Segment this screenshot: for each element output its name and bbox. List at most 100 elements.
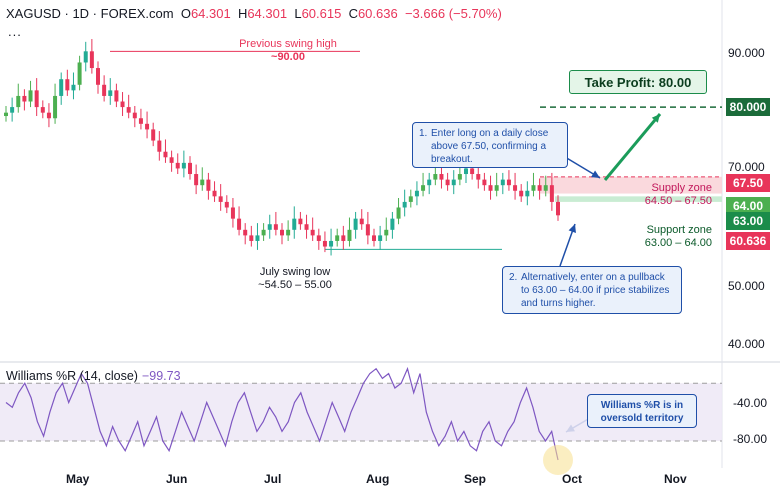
candle-body (500, 179, 505, 186)
support-zone-label: Support zone 63.00 – 64.00 (612, 224, 712, 250)
candle-body (316, 235, 321, 241)
candle-body (206, 179, 211, 191)
symbol-name[interactable]: XAGUSD · 1D · FOREX.com (6, 6, 174, 21)
candle-body (335, 235, 340, 241)
candle-body (506, 179, 511, 186)
candle-body (188, 162, 192, 175)
callout-2-text: Alternatively, enter on a pullback to 63… (521, 272, 670, 309)
last-price-badge: 60.636 (726, 232, 770, 250)
candle-body (365, 224, 370, 236)
more-options-icon[interactable]: ... (8, 24, 22, 39)
candle-body (53, 95, 58, 119)
candle-body (482, 179, 487, 186)
low-label: L (294, 6, 302, 21)
swing-high-title: Previous swing high (239, 38, 337, 50)
swing-high-label: Previous swing high ~90.00 (233, 38, 343, 64)
williams-name: Williams %R (14, close) (6, 369, 138, 383)
candle-body (396, 207, 401, 219)
candle-body (28, 90, 33, 102)
swing-high-value: ~90.00 (271, 51, 305, 63)
candle-body (138, 118, 143, 124)
take-profit-box: Take Profit: 80.00 (569, 70, 707, 94)
callout-1-number: 1. (419, 128, 428, 139)
supply-zone-label: Supply zone 64.50 – 67.50 (612, 182, 712, 208)
candle-body (145, 123, 150, 130)
candle-body (476, 174, 481, 180)
candle-body (261, 229, 266, 236)
callout-2-pointer-head (568, 224, 576, 233)
price-tick: 40.000 (728, 337, 765, 351)
candle-body (286, 229, 291, 236)
candle-body (402, 201, 407, 208)
candle-body (126, 107, 131, 113)
time-tick: Nov (664, 472, 687, 486)
candle-body (243, 229, 248, 236)
time-tick: Sep (464, 472, 487, 486)
close-value: 60.636 (357, 6, 398, 21)
candle-body (77, 62, 82, 85)
williams-legend[interactable]: Williams %R (14, close) −99.73 (6, 369, 181, 383)
breakout-target-arrow (603, 113, 662, 181)
candle-body (114, 90, 119, 102)
candle-body (224, 201, 229, 208)
candle-body (531, 185, 536, 191)
candle-body (218, 196, 223, 202)
candle-body (341, 235, 346, 241)
candle-body (439, 174, 444, 180)
candle-body (237, 218, 242, 230)
support-zone (555, 196, 722, 202)
candle-body (427, 179, 432, 186)
candle-body (108, 90, 113, 96)
candle-body (537, 185, 542, 191)
supply-zone-range: 64.50 – 67.50 (644, 195, 712, 207)
high-label: H (237, 6, 248, 21)
candle-body (34, 90, 39, 108)
candle-body (488, 185, 493, 191)
candle-body (445, 179, 450, 186)
candle-body (157, 140, 162, 152)
candle-body (102, 84, 107, 96)
candle-body (322, 240, 327, 247)
support-low-badge: 63.00 (726, 212, 770, 230)
symbol-header: XAGUSD · 1D · FOREX.com O64.301 H64.301 … (6, 6, 502, 21)
close-label: C (348, 6, 358, 21)
candle-body (519, 190, 524, 197)
candle-body (151, 129, 156, 141)
williams-tick: -80.00 (733, 432, 768, 446)
candle-body (304, 224, 309, 230)
candle-body (10, 107, 15, 113)
candle-body (378, 235, 383, 241)
candle-body (230, 207, 235, 219)
candle-body (543, 185, 548, 191)
swing-low-value: ~54.50 – 55.00 (258, 279, 332, 291)
candle-body (451, 179, 456, 186)
candle-body (298, 218, 303, 225)
open-value: 64.301 (190, 6, 231, 21)
candle-body (46, 112, 51, 119)
candle-body (457, 174, 462, 180)
swing-low-title: July swing low (259, 266, 331, 278)
candle-body (384, 229, 389, 236)
candle-body (280, 229, 284, 236)
candle-body (421, 185, 426, 191)
candle-body (40, 107, 45, 113)
candle-body (408, 196, 413, 202)
candle-body (329, 240, 334, 247)
time-tick: Oct (562, 472, 583, 486)
change-value: −3.666 (−5.70%) (404, 6, 502, 21)
williams-line (5, 366, 559, 461)
entry-breakout-callout: 1. Enter long on a daily close above 67.5… (412, 122, 568, 168)
oversold-callout: Williams %R is in oversold territory (587, 394, 697, 428)
candle-body (549, 185, 554, 202)
candle-body (169, 157, 174, 163)
supply-zone-title: Supply zone (651, 182, 712, 194)
candle-body (200, 179, 205, 186)
candle-body (16, 95, 21, 108)
candle-body (310, 229, 315, 236)
candle-body (96, 68, 100, 85)
candle-body (525, 190, 530, 197)
swing-low-label: July swing low ~54.50 – 55.00 (240, 266, 350, 292)
candle-body (273, 224, 278, 230)
support-zone-range: 63.00 – 64.00 (644, 237, 712, 249)
